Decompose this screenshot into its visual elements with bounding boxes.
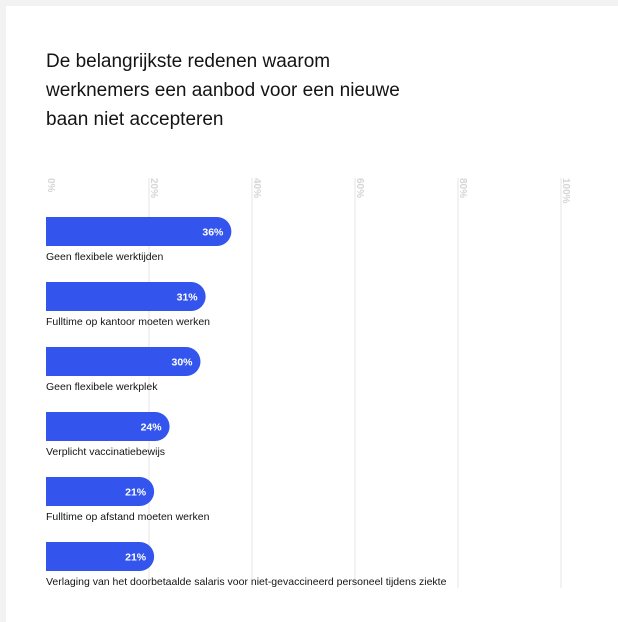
tick-label-20: 20% xyxy=(148,178,159,198)
bar-value-label-2: 31% xyxy=(177,292,199,304)
category-label-4: Verplicht vaccinatiebewijs xyxy=(46,446,165,458)
category-label-3: Geen flexibele werkplek xyxy=(46,381,158,393)
bar-value-label-6: 21% xyxy=(125,552,147,564)
tick-label-0: 0% xyxy=(45,178,56,193)
bar-3 xyxy=(46,347,201,376)
bar-value-label-4: 24% xyxy=(141,422,163,434)
chart-card: De belangrijkste redenen waarom werkneme… xyxy=(6,6,618,622)
chart-title-line-3: baan niet accepteren xyxy=(46,109,224,130)
bar-5 xyxy=(46,477,155,506)
tick-label-60: 60% xyxy=(354,178,365,198)
bar-6 xyxy=(46,542,155,571)
tick-label-80: 80% xyxy=(457,178,468,198)
bar-value-label-1: 36% xyxy=(202,227,224,239)
bar-value-label-5: 21% xyxy=(125,487,147,499)
bar-1 xyxy=(46,217,232,246)
category-label-1: Geen flexibele werktijden xyxy=(46,251,163,263)
category-label-6: Verlaging van het doorbetaalde salaris v… xyxy=(46,576,447,588)
chart-title: De belangrijkste redenen waarom werkneme… xyxy=(46,47,446,134)
bar-chart: 0% 20% 40% 60% 80% 100% 36% Geen flexibele werk… xyxy=(45,178,571,588)
bar-4 xyxy=(46,412,170,441)
chart-title-line-1: De belangrijkste redenen waarom xyxy=(46,51,331,72)
bar-2 xyxy=(46,282,206,311)
chart-title-line-2: werknemers een aanbod voor een nieuwe xyxy=(46,80,400,101)
category-label-5: Fulltime op afstand moeten werken xyxy=(46,511,210,523)
category-label-2: Fulltime op kantoor moeten werken xyxy=(46,316,210,328)
tick-label-40: 40% xyxy=(251,178,262,198)
bar-value-label-3: 30% xyxy=(171,357,193,369)
tick-label-100: 100% xyxy=(560,178,571,204)
